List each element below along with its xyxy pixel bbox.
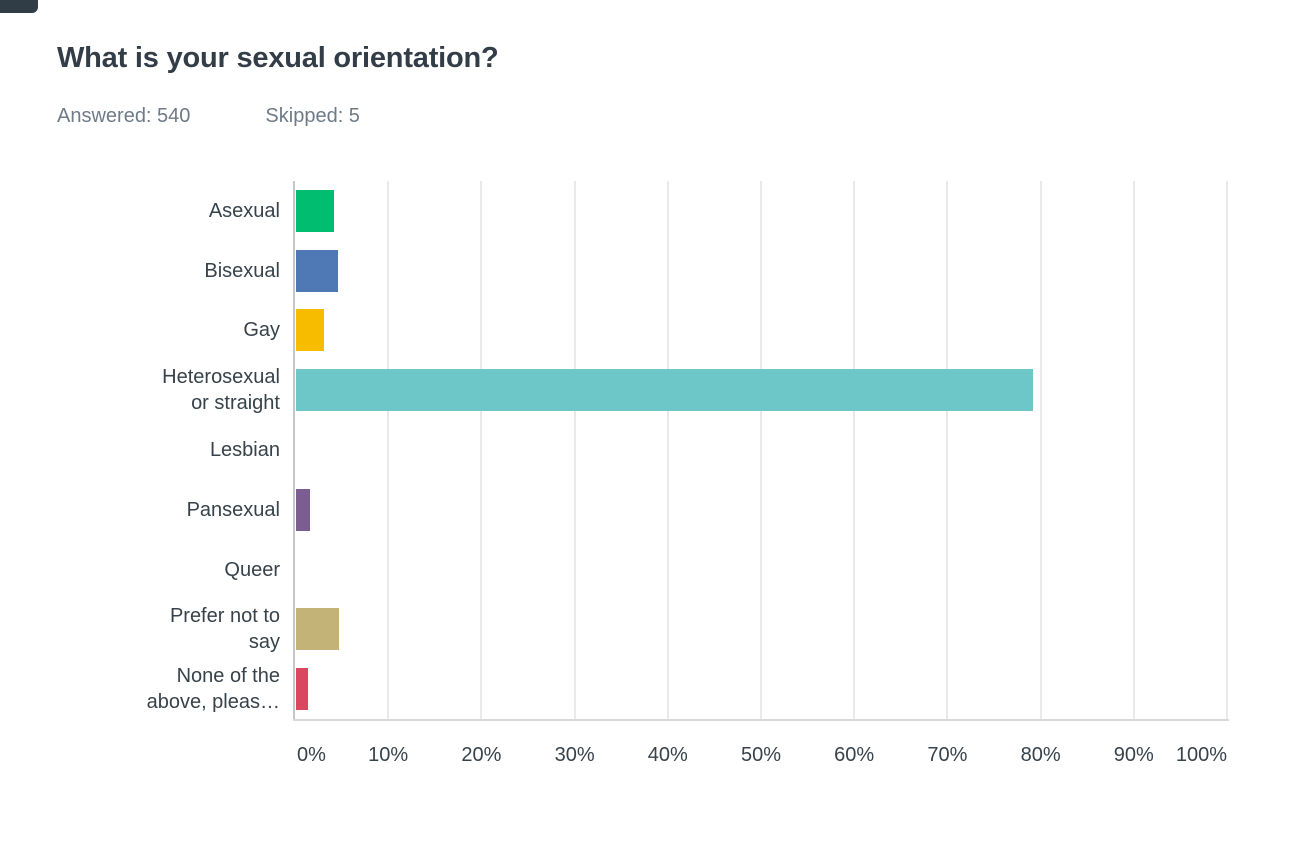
gridline-100% xyxy=(1226,181,1228,719)
gridline-10% xyxy=(387,181,390,719)
gridline-70% xyxy=(946,181,949,719)
y-axis-line xyxy=(293,181,295,719)
x-tick-label: 0% xyxy=(297,744,326,766)
bar xyxy=(296,668,309,711)
response-meta: Answered: 540 Skipped: 5 xyxy=(57,105,360,128)
x-axis-baseline xyxy=(293,719,1229,721)
category-labels: Asexual Bisexual Gay Heterosexual or straigh… xyxy=(0,181,280,719)
bar xyxy=(296,608,339,651)
category-label: Pansexual xyxy=(0,480,280,540)
x-tick-label: 10% xyxy=(368,744,409,766)
category-label-line: Asexual xyxy=(208,199,280,222)
category-label: Gay xyxy=(0,301,280,361)
category-label: Lesbian xyxy=(0,420,280,480)
corner-fragment xyxy=(0,0,38,13)
x-tick-label: 60% xyxy=(834,744,875,766)
question-title: What is your sexual orientation? xyxy=(57,42,499,74)
category-label-line: or straight xyxy=(191,392,280,415)
category-label-line: Lesbian xyxy=(209,438,280,461)
category-label-line: Pansexual xyxy=(186,498,280,521)
gridline-50% xyxy=(760,181,762,719)
bar xyxy=(296,189,335,232)
gridline-30% xyxy=(573,181,576,719)
category-label-line: Bisexual xyxy=(204,259,280,282)
category-label: None of the above, pleas… xyxy=(0,659,280,719)
category-label: Queer xyxy=(0,540,280,600)
x-tick-label: 90% xyxy=(1113,744,1154,766)
x-tick-label: 20% xyxy=(461,744,502,766)
x-axis-tick-labels: 0% 10% 20% 30% 40% 50% 60% 70% 80% 90% 100% xyxy=(295,744,1227,772)
gridline-40% xyxy=(666,181,669,719)
bar xyxy=(296,309,324,352)
category-label-line: Gay xyxy=(243,319,280,342)
gridline-60% xyxy=(853,181,856,719)
category-label-line: Prefer not to xyxy=(169,605,280,628)
x-tick-label: 80% xyxy=(1020,744,1061,766)
plot-area xyxy=(295,181,1228,719)
category-label: Heterosexual or straight xyxy=(0,360,280,420)
gridline-90% xyxy=(1132,181,1135,719)
x-tick-label: 30% xyxy=(554,744,595,766)
category-label: Asexual xyxy=(0,181,280,241)
bar xyxy=(296,488,310,531)
category-label-line: above, pleas… xyxy=(146,691,280,714)
category-label-line: None of the xyxy=(176,665,280,688)
bar xyxy=(296,369,1034,412)
gridline-80% xyxy=(1039,181,1042,719)
category-label-line: Queer xyxy=(224,558,280,581)
category-label-line: Heterosexual xyxy=(162,366,280,389)
bar xyxy=(296,249,338,292)
x-tick-label: 100% xyxy=(1175,744,1227,766)
x-tick-label: 70% xyxy=(927,744,968,766)
x-tick-label: 50% xyxy=(740,744,782,766)
gridline-20% xyxy=(480,181,483,719)
category-label-line: say xyxy=(248,631,280,654)
x-tick-label: 40% xyxy=(647,744,688,766)
category-label: Prefer not to say xyxy=(0,599,280,659)
skipped-count: Skipped: 5 xyxy=(265,105,360,127)
category-label: Bisexual xyxy=(0,241,280,301)
answered-count: Answered: 540 xyxy=(57,105,191,127)
